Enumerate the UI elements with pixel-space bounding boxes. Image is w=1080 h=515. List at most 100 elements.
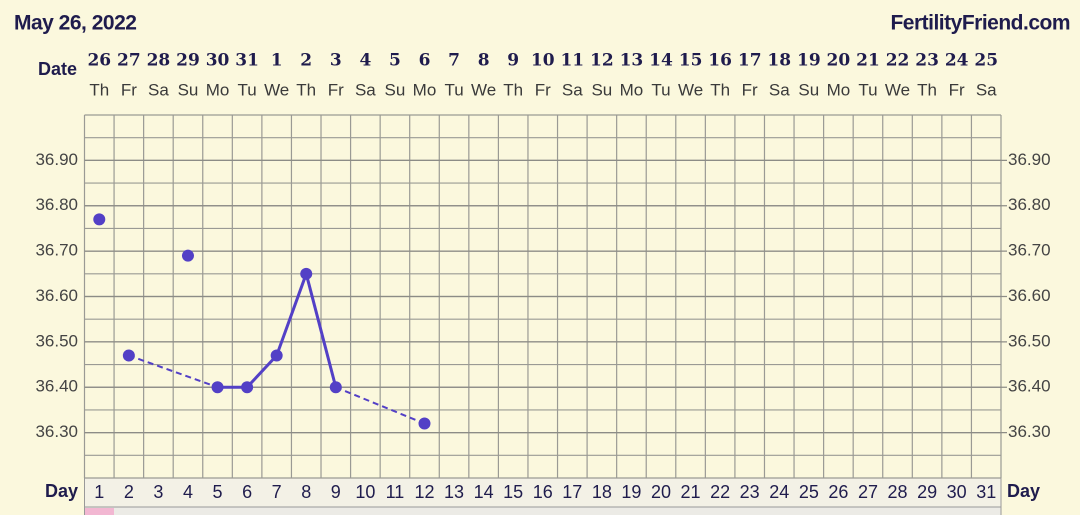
x-tick-label: 7 (272, 482, 282, 502)
x-tick-label: 13 (444, 482, 464, 502)
x-tick-label: 15 (503, 482, 523, 502)
y-tick-label: 36.30 (35, 422, 78, 441)
date-label: 22 (886, 51, 910, 71)
y-tick-label-right: 36.50 (1008, 331, 1051, 350)
date-label: Date (38, 59, 77, 79)
y-tick-label-right: 36.40 (1008, 377, 1051, 396)
date-label: 12 (590, 51, 614, 71)
date-label: 9 (507, 51, 519, 71)
weekday-label: Su (385, 80, 406, 99)
point (181, 249, 194, 262)
date-label: 31 (235, 51, 259, 71)
date-label: 30 (206, 51, 230, 71)
x-tick-label: 21 (681, 482, 701, 502)
chart-title: May 26, 2022 (14, 12, 136, 35)
weekday-label: Su (178, 80, 199, 99)
weekday-label: Th (503, 80, 523, 99)
point (241, 381, 254, 394)
line-segment (246, 354, 278, 389)
next-row (84, 506, 1002, 515)
date-label: 23 (915, 51, 939, 71)
y-tick-label: 36.50 (35, 331, 78, 350)
period-cell (85, 508, 114, 515)
x-tick-label: 28 (888, 482, 908, 502)
weekday-label: Tu (651, 80, 670, 99)
x-tick-label: 3 (153, 482, 163, 502)
x-tick-label: 30 (947, 482, 967, 502)
date-label: 15 (679, 51, 703, 71)
date-label: 21 (856, 51, 880, 71)
x-tick-label: 31 (976, 482, 996, 502)
x-tick-label: 10 (355, 482, 375, 502)
weekday-label: Tu (237, 80, 256, 99)
x-tick-label: 2 (124, 482, 134, 502)
weekday-label: Tu (858, 80, 877, 99)
y-tick-label-right: 36.70 (1008, 241, 1051, 260)
weekday-label: We (885, 80, 910, 99)
date-label: 28 (147, 51, 171, 71)
day-label-right: Day (1007, 481, 1040, 501)
date-label: 14 (649, 51, 673, 71)
date-label: 18 (767, 51, 791, 71)
date-label: 2 (300, 51, 312, 71)
weekday-label: Fr (742, 80, 758, 99)
weekday-label: Mo (413, 80, 437, 99)
line-segment (335, 386, 425, 425)
date-label: 3 (330, 51, 342, 71)
weekday-label: Sa (355, 80, 376, 99)
y-tick-label: 36.90 (35, 150, 78, 169)
x-tick-label: 18 (592, 482, 612, 502)
x-tick-label: 24 (769, 482, 789, 502)
date-label: 13 (620, 51, 644, 71)
x-tick-label: 22 (710, 482, 730, 502)
y-tick-label-right: 36.80 (1008, 195, 1051, 214)
y-tick-label: 36.60 (35, 286, 78, 305)
weekday-label: Mo (827, 80, 851, 99)
point (329, 381, 342, 394)
weekday-label: Fr (949, 80, 965, 99)
date-label: 5 (389, 51, 401, 71)
date-label: 19 (797, 51, 821, 71)
date-label: 16 (708, 51, 732, 71)
date-label: 24 (945, 51, 969, 71)
line-segment (275, 273, 308, 356)
y-tick-label: 36.80 (35, 195, 78, 214)
x-tick-label: 5 (213, 482, 223, 502)
point (270, 349, 283, 362)
weekday-label: Su (798, 80, 819, 99)
date-label: 27 (117, 51, 141, 71)
point (93, 213, 106, 226)
weekday-label: Tu (444, 80, 463, 99)
weekday-label: Mo (620, 80, 644, 99)
x-tick-label: 23 (740, 482, 760, 502)
date-label: 6 (419, 51, 431, 71)
x-tick-label: 19 (621, 482, 641, 502)
x-tick-label: 29 (917, 482, 937, 502)
x-tick-label: 12 (414, 482, 434, 502)
weekday-label: Fr (535, 80, 551, 99)
date-label: 10 (531, 51, 555, 71)
point (300, 267, 313, 280)
x-tick-label: 16 (533, 482, 553, 502)
weekday-label: Mo (206, 80, 230, 99)
y-tick-label-right: 36.60 (1008, 286, 1051, 305)
x-tick-label: 9 (331, 482, 341, 502)
weekday-label: Sa (562, 80, 583, 99)
site-name: FertilityFriend.com (890, 12, 1070, 35)
weekday-label: Su (591, 80, 612, 99)
date-label: 8 (478, 51, 490, 71)
date-label: 4 (359, 51, 371, 71)
date-label: 17 (738, 51, 762, 71)
x-tick-label: 11 (386, 482, 405, 502)
x-tick-label: 1 (94, 482, 104, 502)
x-tick-label: 27 (858, 482, 878, 502)
weekday-label: Sa (148, 80, 169, 99)
date-label: 25 (974, 51, 998, 71)
x-tick-label: 26 (828, 482, 848, 502)
weekday-label: Fr (328, 80, 344, 99)
y-tick-label-right: 36.30 (1008, 422, 1051, 441)
date-label: 11 (560, 51, 584, 71)
x-tick-label: 6 (242, 482, 252, 502)
